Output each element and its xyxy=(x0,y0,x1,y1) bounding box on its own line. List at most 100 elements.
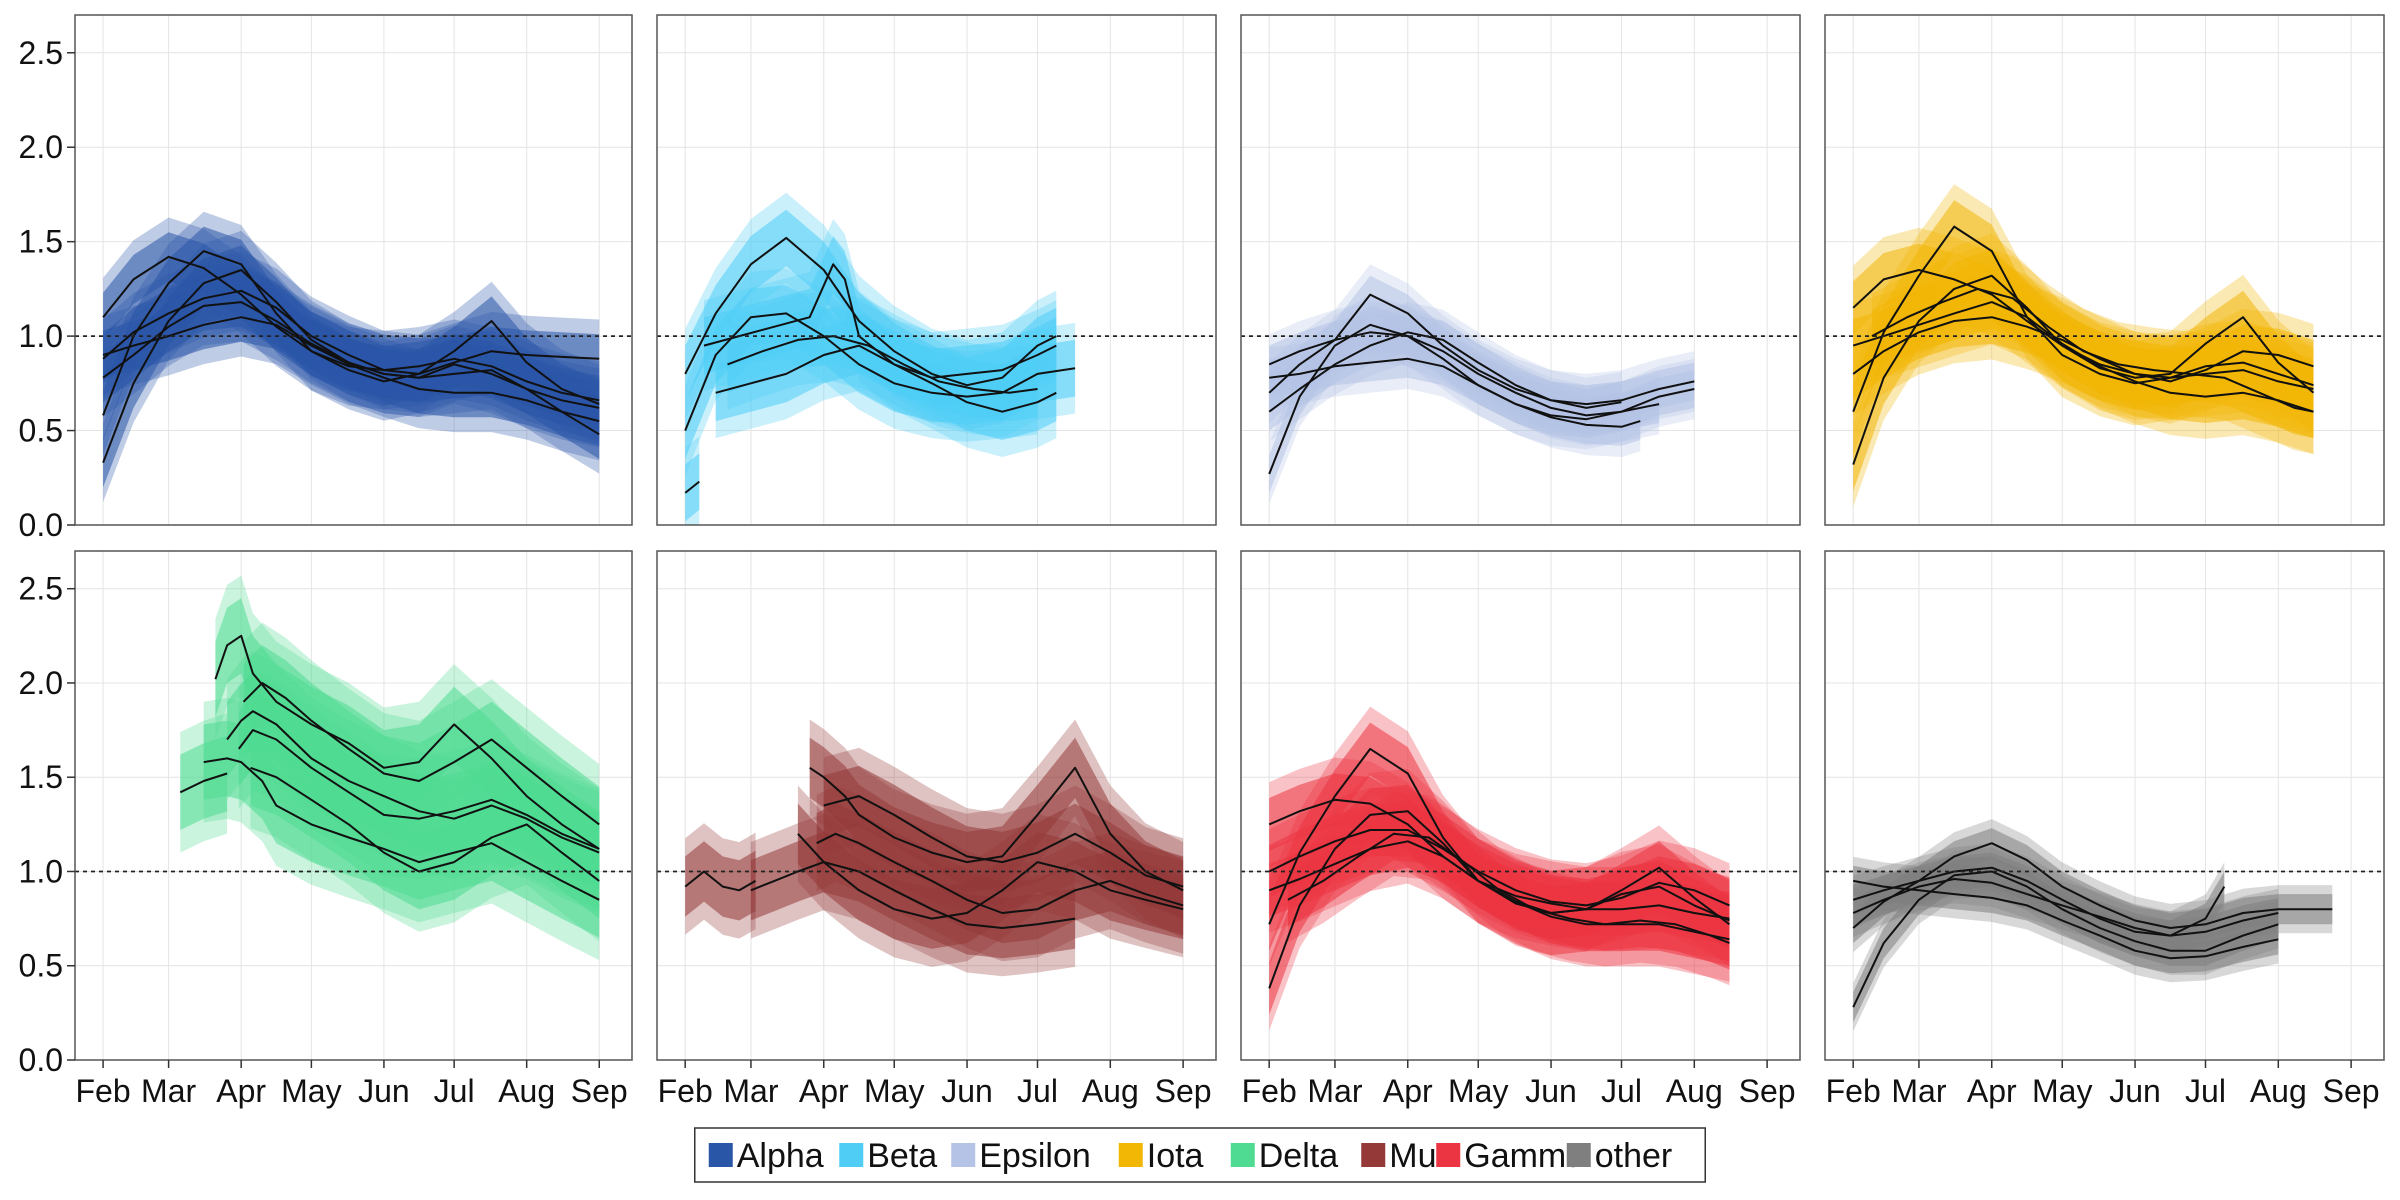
series-line xyxy=(1287,832,1730,945)
panel-frame xyxy=(74,550,633,1061)
legend-item-gamma: Gamma xyxy=(1436,1137,1585,1175)
series-line xyxy=(809,766,1184,892)
x-tick-label: Mar xyxy=(1307,1073,1362,1109)
legend-label: other xyxy=(1595,1137,1673,1175)
series-line xyxy=(102,255,600,402)
series-line xyxy=(1852,878,2279,937)
series-line xyxy=(1871,287,2314,413)
panel-content xyxy=(1852,184,2315,507)
panel-background xyxy=(1241,15,1800,525)
series-line xyxy=(684,480,700,494)
legend-swatch xyxy=(708,1143,733,1167)
panels xyxy=(74,14,2385,1061)
panel-alpha xyxy=(74,14,633,526)
x-tick-label: Apr xyxy=(216,1073,266,1109)
panel-other xyxy=(1824,550,2385,1061)
y-tick-label: 0.0 xyxy=(19,507,63,543)
legend-swatch xyxy=(951,1143,976,1167)
legend-label: Gamma xyxy=(1464,1137,1585,1175)
series-band-inner xyxy=(1288,807,1730,970)
series-line xyxy=(226,710,600,854)
panel-beta xyxy=(656,14,1217,526)
x-tick-label: Jul xyxy=(1017,1073,1058,1109)
legend-item-mu: Mu xyxy=(1361,1137,1436,1175)
y-tick-label: 1.0 xyxy=(19,853,63,889)
y-tick-label: 1.0 xyxy=(19,318,63,354)
panel-mu xyxy=(656,550,1217,1061)
legend-item-iota: Iota xyxy=(1118,1137,1204,1175)
series-line xyxy=(1268,840,1730,941)
legend-label: Mu xyxy=(1389,1137,1436,1175)
legend-label: Delta xyxy=(1259,1137,1338,1175)
series-line xyxy=(684,870,757,892)
series-band-inner xyxy=(1872,262,2314,439)
series-line xyxy=(727,335,1038,394)
legend-swatch xyxy=(1436,1143,1461,1167)
panel-frame xyxy=(656,14,1217,526)
series-line xyxy=(238,729,600,850)
legend-item-other: other xyxy=(1566,1137,1673,1175)
x-tick-label: Aug xyxy=(1666,1073,1723,1109)
panel-frame xyxy=(1240,550,1801,1061)
x-tick-label: Mar xyxy=(1891,1073,1946,1109)
series-line xyxy=(1852,866,2226,937)
series-line xyxy=(1852,870,2279,1008)
y-tick-label: 1.5 xyxy=(19,759,63,795)
x-tick-label: Apr xyxy=(799,1073,849,1109)
x-tick-label: Apr xyxy=(1967,1073,2017,1109)
series-line xyxy=(102,301,600,436)
panel-content xyxy=(102,211,600,502)
panel-content xyxy=(1268,264,1695,505)
y-tick-label: 2.0 xyxy=(19,665,63,701)
x-tick-label: Apr xyxy=(1383,1073,1433,1109)
series-line xyxy=(750,861,1076,929)
x-tick-label: Jul xyxy=(2185,1073,2226,1109)
legend-swatch xyxy=(1230,1143,1255,1167)
x-tick-label: Mar xyxy=(141,1073,196,1109)
legend-item-epsilon: Epsilon xyxy=(951,1137,1091,1175)
x-tick-label: Feb xyxy=(76,1073,131,1109)
series-line xyxy=(715,344,1057,413)
series-line xyxy=(823,795,1184,888)
panel-delta xyxy=(74,550,633,1061)
series-line xyxy=(816,832,1184,914)
x-tick-label: Jun xyxy=(2109,1073,2161,1109)
x-tick-label: Sep xyxy=(1739,1073,1796,1109)
series-line xyxy=(1852,225,2314,413)
legend-swatch xyxy=(1566,1143,1591,1167)
series-line xyxy=(242,682,600,826)
series-band-inner xyxy=(823,765,1184,917)
series-line xyxy=(179,772,228,794)
legend-item-delta: Delta xyxy=(1230,1137,1338,1175)
series-line xyxy=(1852,274,2315,465)
series-line xyxy=(214,634,600,850)
series-line xyxy=(1268,331,1622,413)
panel-gamma xyxy=(1240,550,1801,1061)
panel-iota xyxy=(1824,14,2385,526)
x-tick-label: May xyxy=(2032,1073,2092,1109)
x-tick-label: Jun xyxy=(1525,1073,1577,1109)
series-band-inner xyxy=(1269,275,1695,423)
series-line xyxy=(1853,879,2279,960)
x-tick-label: Feb xyxy=(658,1073,713,1109)
legend-label: Beta xyxy=(867,1137,937,1175)
x-tick-label: Sep xyxy=(571,1073,628,1109)
panel-background xyxy=(1825,551,2384,1060)
x-tick-label: Sep xyxy=(1155,1073,1212,1109)
x-tick-label: Sep xyxy=(2323,1073,2380,1109)
x-tick-label: Jul xyxy=(434,1073,475,1109)
series-line xyxy=(203,757,600,901)
series-band-inner xyxy=(103,277,600,459)
series-line xyxy=(1268,331,1660,417)
series-band-outer xyxy=(250,707,600,942)
legend-label: Alpha xyxy=(737,1137,824,1175)
series-band-inner xyxy=(816,803,1184,944)
series-line xyxy=(1268,829,1730,907)
x-tick-label: Aug xyxy=(498,1073,555,1109)
series-band-inner xyxy=(250,730,600,919)
panel-content xyxy=(1268,706,1731,1031)
x-tick-label: May xyxy=(1448,1073,1508,1109)
series-band-inner xyxy=(809,737,1184,921)
panel-content xyxy=(684,719,1184,977)
